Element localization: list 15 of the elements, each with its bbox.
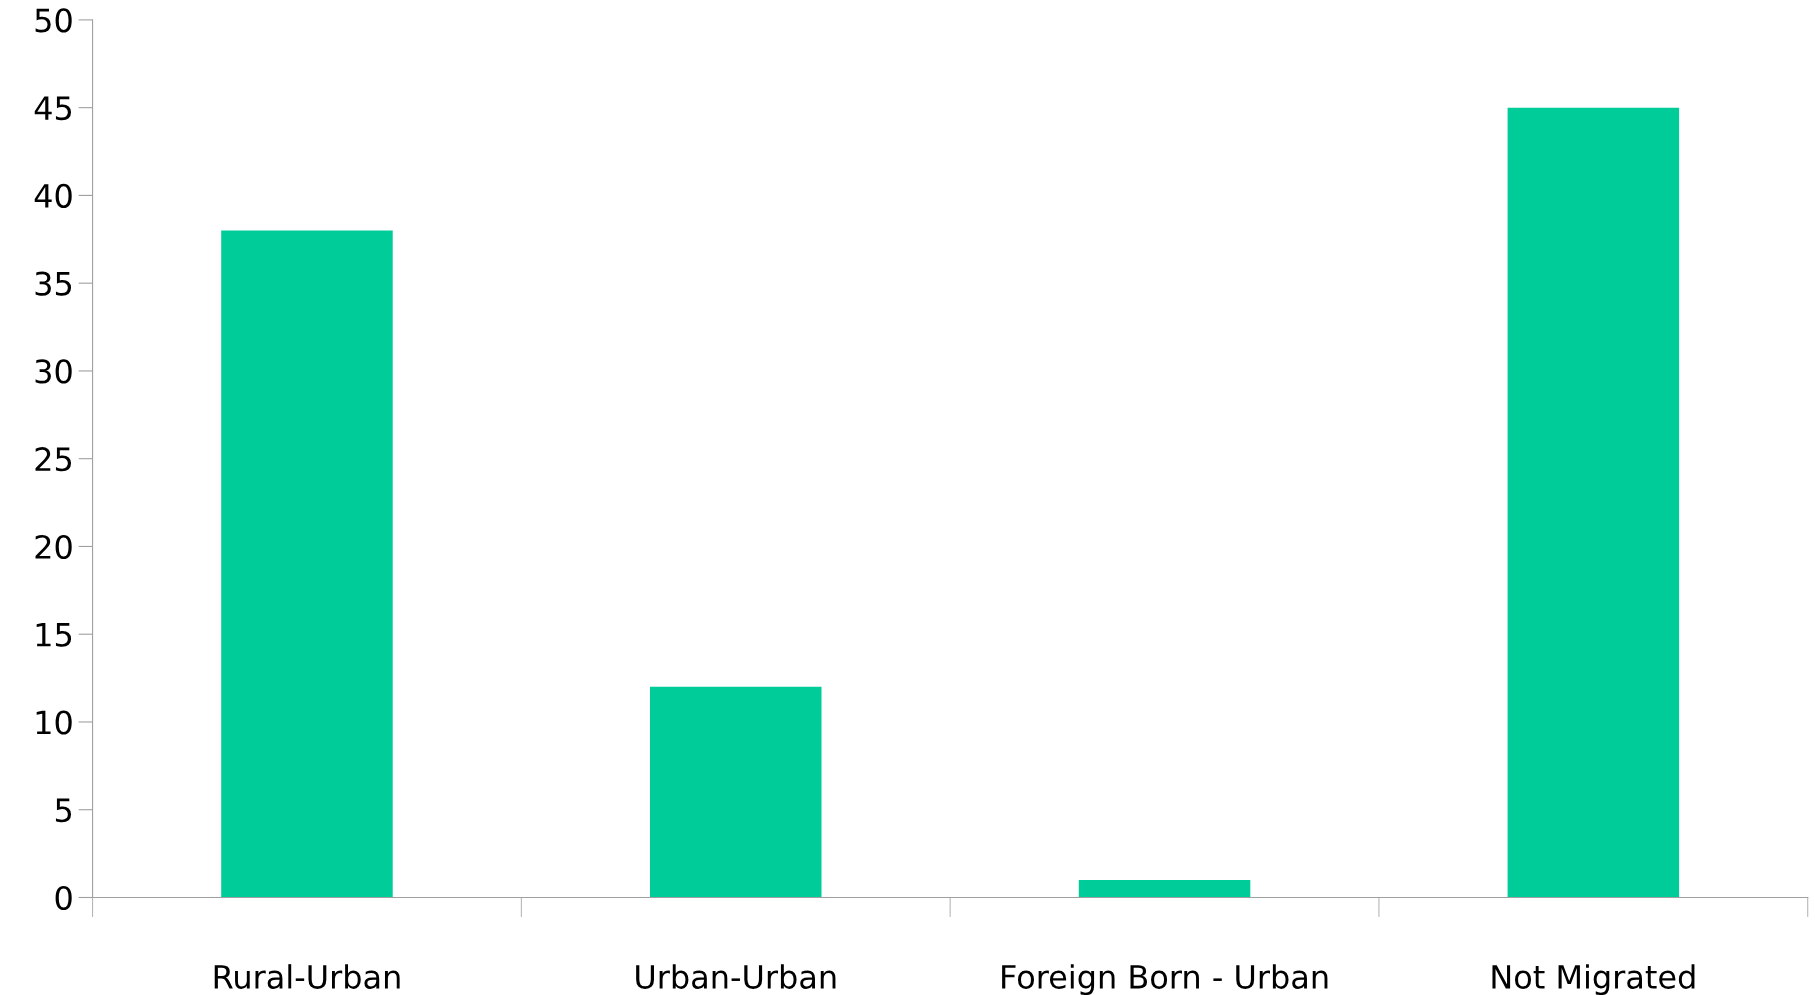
y-tick-label: 15 [36,623,72,647]
y-tick-label: 30 [35,359,72,384]
y-tick-label: 10 [36,710,72,735]
y-tick-label: 40 [34,183,72,209]
y-tick-label: 35 [35,271,72,296]
y-tick-label: 5 [55,798,72,823]
x-tick-label: Not Migrated [1492,964,1695,995]
x-tick-label: Rural-Urban [214,964,400,989]
x-tick-label: Urban-Urban [636,964,836,989]
x-tick-label: Foreign Born - Urban [1002,964,1328,995]
y-tick-label: 25 [35,447,72,472]
y-tick-label: 50 [35,8,72,33]
y-tick-label: 0 [55,885,72,911]
y-tick-label: 20 [35,534,72,560]
y-tick-label: 45 [34,96,72,121]
